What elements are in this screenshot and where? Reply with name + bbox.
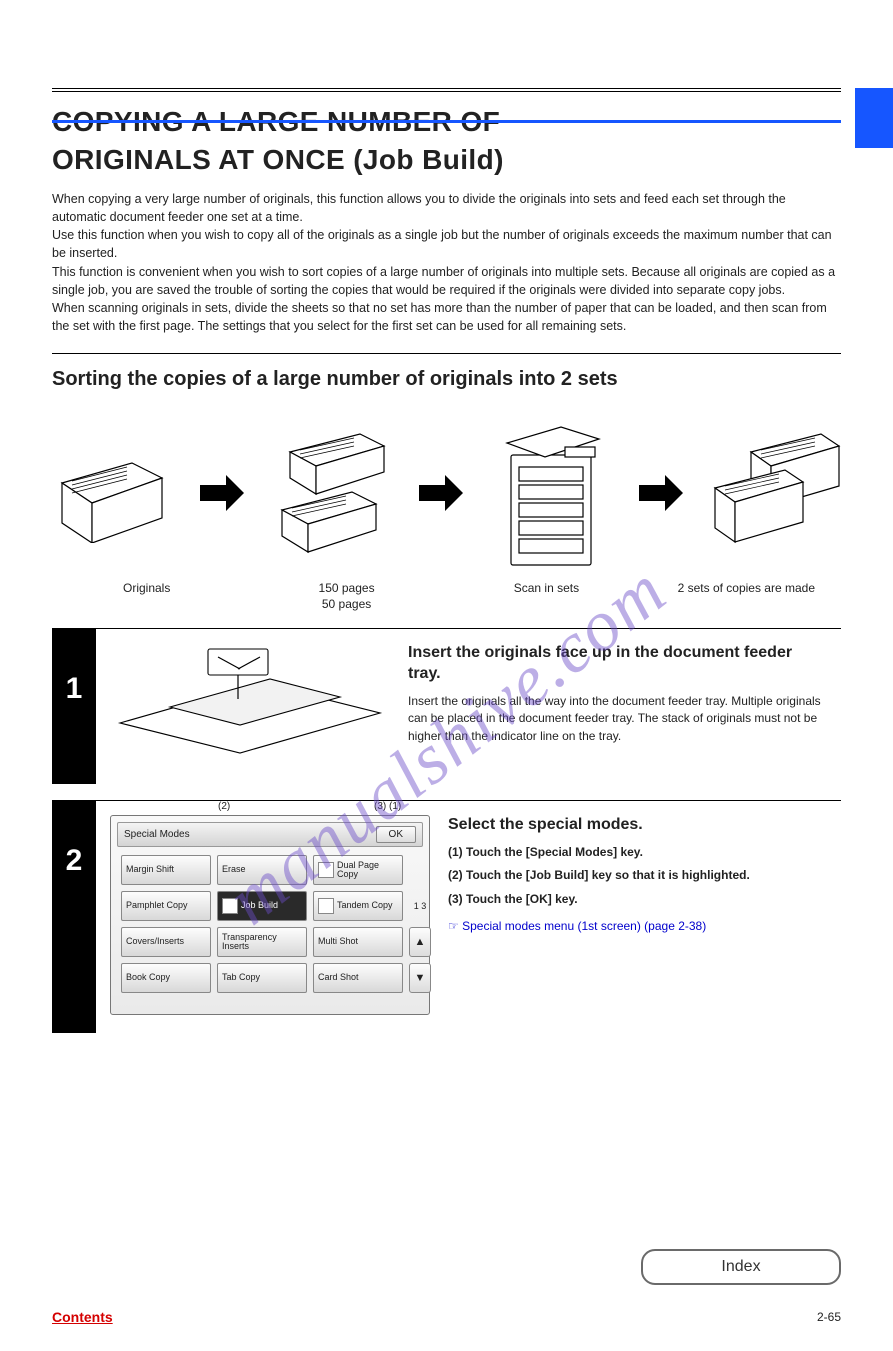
panel-title: Special Modes: [124, 829, 190, 840]
page-title-line2: ORIGINALS AT ONCE (Job Build): [52, 144, 841, 176]
panel-header: Special Modes OK: [117, 822, 423, 847]
double-rule: [52, 88, 841, 96]
intro-paragraph: When copying a very large number of orig…: [52, 190, 841, 335]
scroll-down-button[interactable]: ▼: [409, 963, 431, 993]
key-multishot[interactable]: Multi Shot: [313, 927, 403, 957]
step2-ui-panel: (2) (3) (1) Special Modes OK Margin Shif…: [110, 815, 430, 1015]
section-rule: [52, 353, 841, 354]
caption-originals: Originals: [52, 581, 241, 612]
caption-split: 150 pages 50 pages: [252, 581, 441, 612]
caption-output: 2 sets of copies are made: [652, 581, 841, 612]
caption-scan: Scan in sets: [452, 581, 641, 612]
callout-2: (2): [218, 801, 230, 812]
key-card-shot[interactable]: Card Shot: [313, 963, 403, 993]
page-indicator: 1 3: [409, 891, 431, 921]
page-footer: Contents 2-65: [52, 1309, 841, 1325]
step-number: 1: [52, 628, 96, 784]
chapter-rule: [52, 120, 841, 123]
key-transparency[interactable]: Transparency Inserts: [217, 927, 307, 957]
caption-50: 50 pages: [322, 597, 371, 611]
arrow-icon: [198, 473, 246, 513]
output-sets-icon: [711, 428, 841, 558]
arrow-icon: [417, 473, 465, 513]
page-number: 2-65: [817, 1310, 841, 1324]
step2-line3: (3) Touch the [OK] key.: [448, 891, 827, 908]
index-button[interactable]: Index: [641, 1249, 841, 1285]
ok-button[interactable]: OK: [376, 826, 416, 843]
contents-link[interactable]: Contents: [52, 1309, 113, 1325]
diagram-captions: Originals 150 pages 50 pages Scan in set…: [52, 581, 841, 612]
step1-desc: Insert the originals all the way into th…: [408, 693, 827, 745]
step-1: 1 Insert the originals face up in the do…: [52, 628, 841, 784]
arrow-icon: [637, 473, 685, 513]
scroll-up-button[interactable]: ▲: [409, 927, 431, 957]
step2-line1: (1) Touch the [Special Modes] key.: [448, 844, 827, 861]
split-stacks-icon: [272, 428, 392, 558]
step1-title: Insert the originals face up in the docu…: [408, 643, 827, 685]
key-margin-shift[interactable]: Margin Shift: [121, 855, 211, 885]
section-title: Sorting the copies of a large number of …: [52, 368, 841, 391]
caption-150: 150 pages: [319, 581, 375, 595]
key-pamphlet[interactable]: Pamphlet Copy: [121, 891, 211, 921]
key-tandem[interactable]: Tandem Copy: [313, 891, 403, 921]
top-bar: [0, 120, 893, 148]
step-2: 2 (2) (3) (1) Special Modes OK Margin Sh…: [52, 800, 841, 1033]
originals-icon: [52, 443, 172, 543]
key-covers[interactable]: Covers/Inserts: [121, 927, 211, 957]
key-erase[interactable]: Erase: [217, 855, 307, 885]
key-tab-copy[interactable]: Tab Copy: [217, 963, 307, 993]
step2-see[interactable]: ☞ Special modes menu (1st screen) (page …: [448, 918, 827, 935]
step-number: 2: [52, 800, 96, 1033]
callout-3-1: (3) (1): [374, 801, 401, 812]
key-job-build[interactable]: Job Build: [217, 891, 307, 921]
key-dual-page[interactable]: Dual Page Copy: [313, 855, 403, 885]
workflow-diagram: [52, 413, 841, 573]
copier-icon: [491, 413, 611, 573]
chapter-tab: [855, 88, 893, 148]
step1-illustration: [110, 643, 390, 766]
step2-title: Select the special modes.: [448, 815, 827, 836]
step2-line2: (2) Touch the [Job Build] key so that it…: [448, 867, 827, 884]
key-book-copy[interactable]: Book Copy: [121, 963, 211, 993]
